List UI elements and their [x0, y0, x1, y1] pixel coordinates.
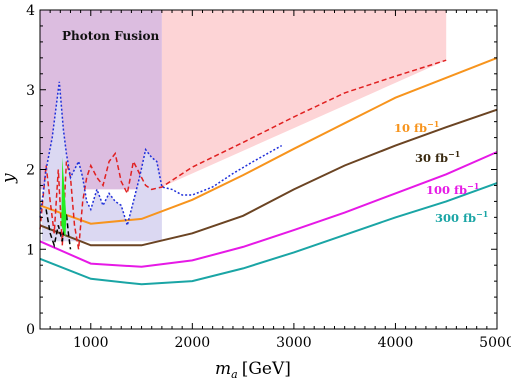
y-tick-label: 4	[26, 3, 35, 19]
y-tick-label: 2	[26, 163, 35, 179]
lum-label-100: 100 fb−1	[426, 181, 479, 197]
x-tick-label: 3000	[276, 335, 312, 351]
lum-label-30: 30 fb−1	[415, 149, 460, 165]
region-1	[161, 10, 447, 187]
lum-label-10: 10 fb−1	[394, 119, 439, 135]
axis-ticks: 1000 2000 3000 4000 5000 0 1 2 3 4	[26, 3, 511, 351]
y-axis-title: y	[0, 173, 19, 184]
series-line-2	[39, 151, 498, 268]
x-tick-label: 5000	[479, 335, 511, 351]
series-line-0	[39, 56, 498, 225]
y-tick-label: 1	[26, 242, 35, 258]
x-tick-label: 1000	[73, 335, 109, 351]
series-line-3	[39, 182, 498, 286]
region-0	[40, 10, 162, 190]
lum-label-300: 300 fb−1	[435, 209, 488, 225]
y-tick-label: 3	[26, 83, 35, 99]
series-line-4	[39, 59, 447, 250]
x-axis-title: ma [GeV]	[215, 359, 291, 381]
chart-series	[39, 56, 498, 286]
y-tick-label: 0	[26, 322, 35, 338]
shaded-regions	[40, 10, 447, 242]
photon-fusion-label: Photon Fusion	[62, 29, 160, 43]
series-line-6	[45, 209, 72, 250]
green-band	[61, 157, 67, 238]
x-tick-label: 4000	[378, 335, 414, 351]
x-tick-label: 2000	[175, 335, 211, 351]
series-line-1	[39, 108, 498, 247]
series-line-5	[39, 81, 283, 229]
